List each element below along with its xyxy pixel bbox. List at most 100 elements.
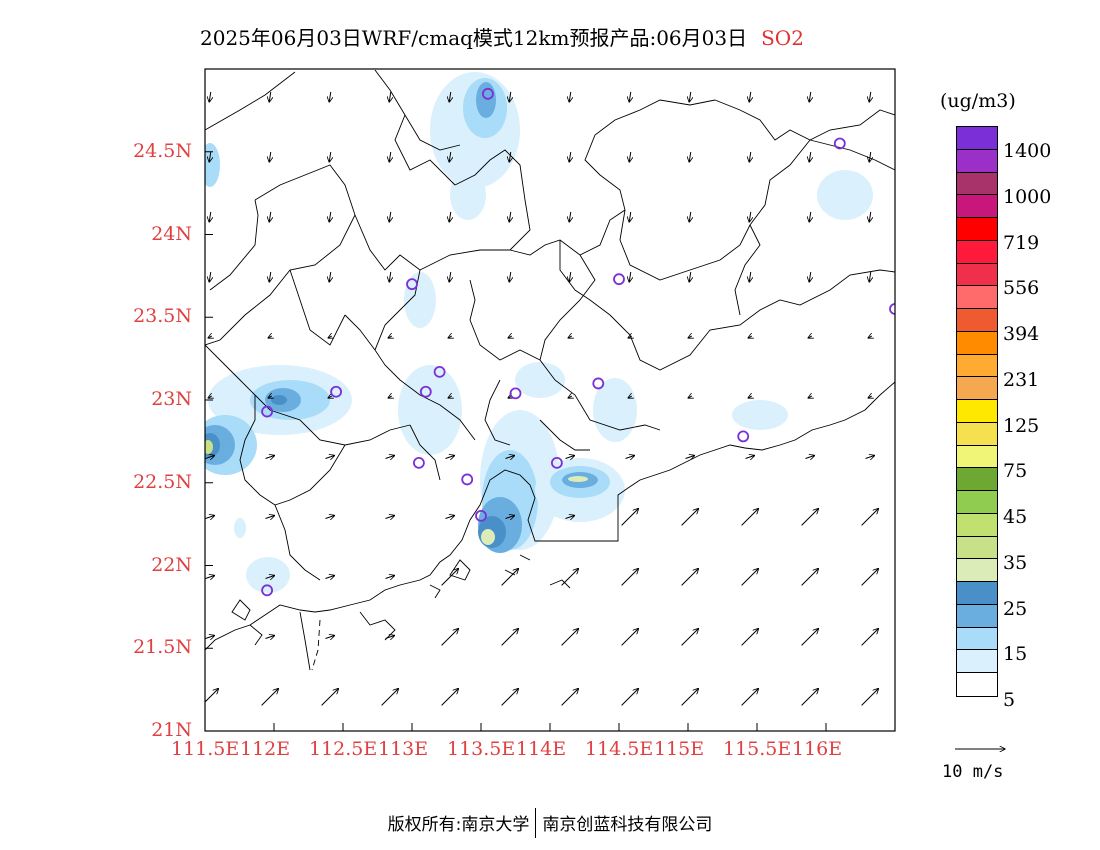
wind-arrow [329,151,331,162]
wind-vectors [205,91,879,706]
wind-arrow [265,456,275,459]
wind-arrow [385,636,395,639]
lat-tick-label: 22N [151,553,192,576]
wind-arrow [629,211,631,222]
station-marker [889,303,895,315]
wind-arrow [208,336,212,338]
wind-arrow [209,271,211,282]
wind-arrow [809,91,811,102]
wind-arrow [449,211,451,222]
wind-arrow [681,629,699,646]
wind-arrow [861,569,879,586]
station-marker [433,365,446,378]
legend-label: 1000 [1003,185,1052,208]
lon-tick-label: 115.5E [723,738,792,760]
lon-tick-label: 113E [378,738,429,760]
lat-tick-label: 22.5N [133,470,192,493]
legend-label: 5 [1003,689,1016,711]
lon-tick-label: 112.5E [309,738,378,760]
wind-arrow [505,516,515,519]
station-marker [261,405,274,418]
legend-label: 125 [1003,414,1040,437]
wind-arrow [389,91,391,102]
station-marker [412,456,425,469]
wind-arrow [265,576,275,579]
wind-arrow [568,396,572,398]
legend-label: 556 [1003,277,1040,300]
wind-arrow [868,336,872,338]
lon-tick-label: 112E [240,738,291,760]
wind-arrow [801,569,819,586]
wind-arrow [621,569,639,586]
lon-tick-label: 115E [654,738,705,760]
footer-divider [535,808,537,838]
wind-arrow [501,689,519,706]
station-marker [261,584,274,597]
lon-tick-label: 111.5E [171,738,240,760]
wind-arrow [269,151,271,162]
legend-swatch [957,673,997,696]
wind-arrow [621,629,639,646]
wind-arrow [385,516,395,519]
station-marker [737,430,750,443]
wind-arrow [689,211,691,222]
lat-tick-label: 23N [151,388,192,410]
wind-arrow [381,689,399,706]
wind-arrow [741,509,759,526]
station-marker [833,137,846,150]
wind-arrow [569,211,571,222]
wind-arrow [501,569,519,586]
wind-arrow [325,516,335,519]
wind-arrow [205,576,215,579]
wind-arrow [561,569,579,586]
wind-arrow [685,456,695,459]
wind-reference-label: 10 m/s [942,762,1004,782]
wind-arrow [629,151,631,162]
wind-arrow [861,629,879,646]
legend-swatch [957,468,997,491]
wind-arrow [681,509,699,526]
wind-arrow [749,271,751,282]
wind-arrow [569,151,571,162]
wind-arrow [628,336,632,338]
legend-label: 394 [1003,323,1040,345]
wind-arrow [389,151,391,162]
province-boundaries [205,69,895,581]
wind-arrow [449,91,451,102]
legend-label: 35 [1003,551,1028,574]
legend-swatch [957,377,997,400]
wind-arrow [681,569,699,586]
wind-arrow [801,689,819,706]
wind-arrow [509,211,511,222]
legend-label: 45 [1003,506,1028,528]
wind-arrow [385,576,395,579]
wind-arrow [869,211,871,222]
wind-arrow [808,336,812,338]
monitoring-stations [261,87,895,597]
lat-tick-label: 21.5N [133,636,192,659]
station-marker [592,377,605,390]
axis-ticks [204,151,827,732]
wind-arrow [565,456,575,459]
legend-swatch [957,582,997,605]
wind-arrow [809,151,811,162]
wind-arrow [869,151,871,162]
wind-arrow [205,456,215,459]
wind-arrow [388,336,392,338]
wind-arrow [749,91,751,102]
wind-arrow [449,271,451,282]
wind-arrow [805,456,815,459]
wind-arrow [208,396,212,398]
wind-arrow [568,336,572,338]
wind-arrow [388,396,392,398]
pollutant-label: SO2 [761,26,804,50]
legend-swatch [957,354,997,378]
wind-arrow [809,271,811,282]
wind-arrow [569,271,571,282]
wind-arrow [265,516,275,519]
wind-arrow [329,211,331,222]
legend-label: 1400 [1003,140,1052,162]
wind-arrow [448,396,452,398]
legend-label: 15 [1003,643,1028,666]
station-marker [475,509,487,522]
